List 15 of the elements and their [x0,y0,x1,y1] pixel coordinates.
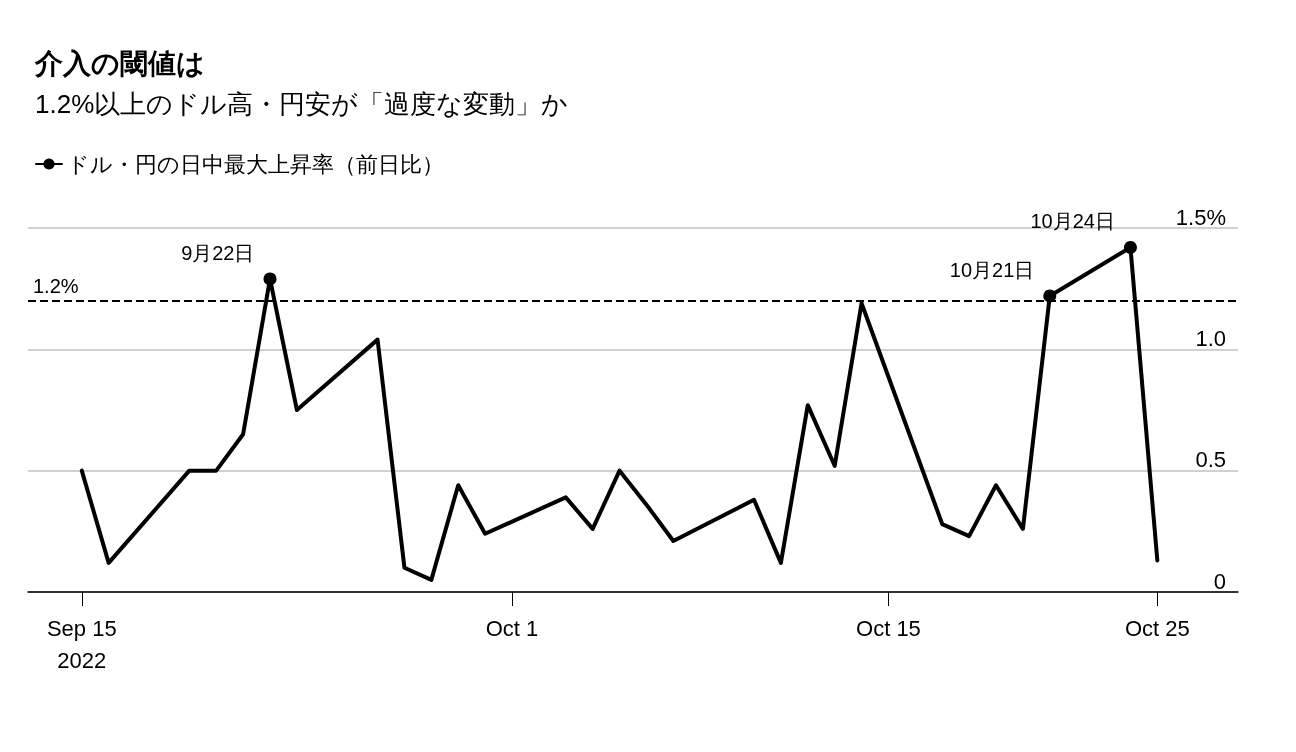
x-tick-label: Oct 15 [856,615,921,641]
y-tick-label: 1.0 [1195,325,1226,351]
annotation: 9月22日 [181,241,255,264]
x-tick-label: Oct 25 [1124,615,1190,641]
chart-title: 介入の閾値は [34,47,205,79]
legend-label: ドル・円の日中最大上昇率（前日比） [67,151,444,177]
y-tick-label: 0 [1213,568,1226,594]
ref-line-label: 1.2% [33,274,79,297]
x-tick-label: Sep 15 2022 [46,615,117,673]
annotation: 10月24日 [1030,210,1115,233]
y-tick-label: 1.5% [1175,204,1226,230]
x-tick-label: Oct 1 [485,615,539,641]
y-tick-label: 0.5 [1195,447,1226,473]
chart-subtitle: 1.2%以上のドル高・円安が「過度な変動」か [35,89,569,119]
annotation: 10月21日 [949,258,1035,281]
